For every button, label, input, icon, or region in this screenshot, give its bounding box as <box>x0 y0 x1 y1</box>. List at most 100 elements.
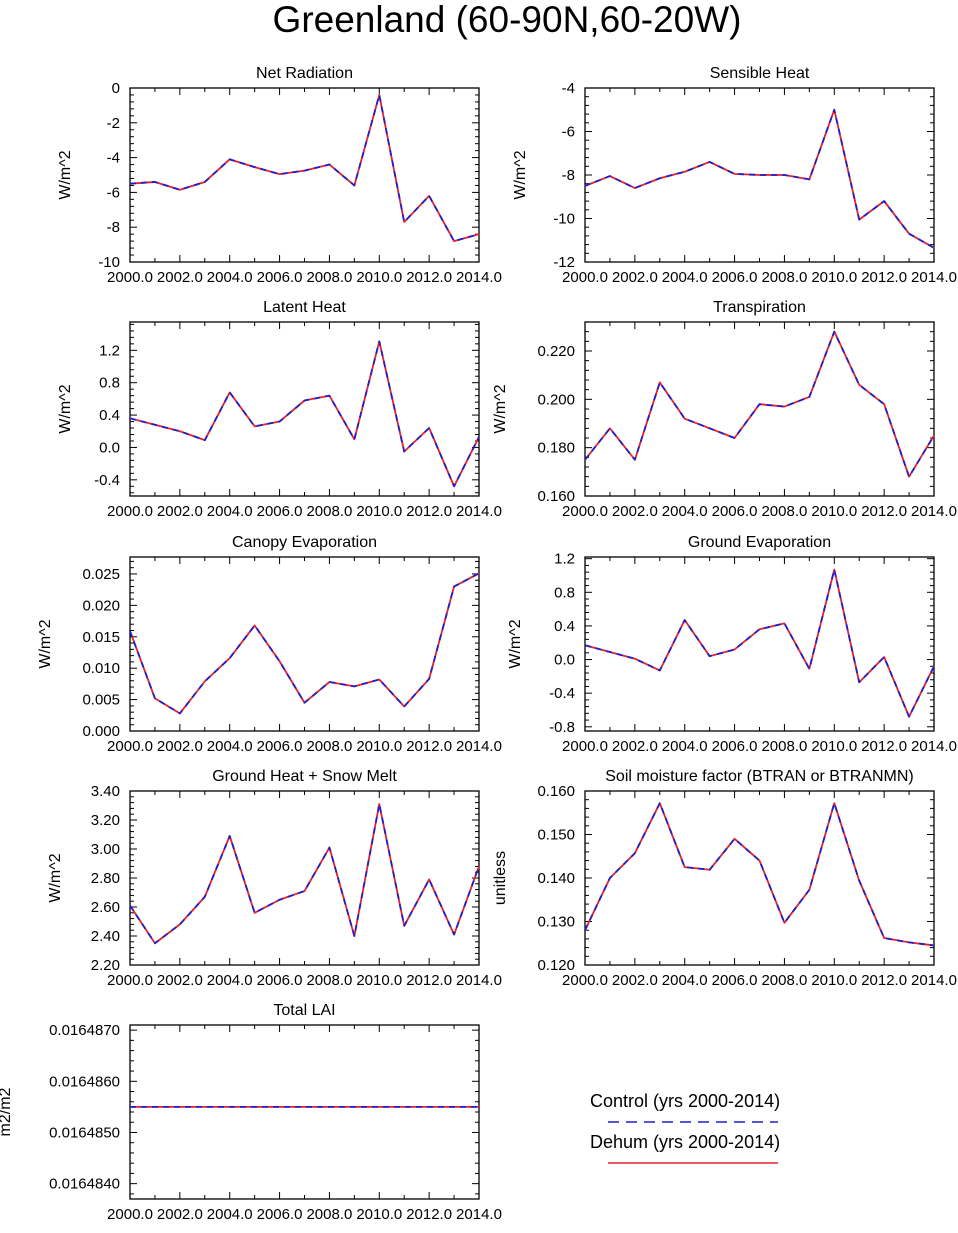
x-tick-label: 2010.0 <box>356 1206 402 1223</box>
y-tick-label: 0.4 <box>99 407 120 424</box>
x-tick-label: 2006.0 <box>712 503 758 520</box>
chart-panel: Ground Evaporation 2000.0 2002.0 2004.0 2006… <box>507 534 957 755</box>
x-tick-label: 2012.0 <box>861 503 907 520</box>
y-tick-label: 0.4 <box>554 618 575 635</box>
x-tick-label: 2004.0 <box>662 738 708 755</box>
y-tick-label: -2 <box>107 115 120 132</box>
chart-panel: Ground Heat + Snow Melt 2000.0 2002.0 2004.… <box>47 768 502 989</box>
x-tick-label: 2006.0 <box>257 738 303 755</box>
x-tick-label: 2006.0 <box>712 972 758 989</box>
y-axis-label: unitless <box>492 851 509 905</box>
x-tick-label: 2010.0 <box>356 503 402 520</box>
y-tick-label: -4 <box>107 150 120 167</box>
x-tick-label: 2000.0 <box>562 738 608 755</box>
x-tick-label: 2000.0 <box>562 503 608 520</box>
x-tick-label: 2006.0 <box>257 269 303 286</box>
x-tick-label: 2000.0 <box>107 1206 153 1223</box>
x-tick-label: 2000.0 <box>107 738 153 755</box>
x-tick-label: 2004.0 <box>207 972 253 989</box>
x-tick-label: 2002.0 <box>612 269 658 286</box>
chart-title: Ground Evaporation <box>688 534 831 551</box>
x-tick-label: 2004.0 <box>662 269 708 286</box>
x-tick-label: 2000.0 <box>107 972 153 989</box>
series-line-control <box>584 108 935 249</box>
chart-panel: Sensible Heat 2000.0 2002.0 2004.0 2006.0 200… <box>512 65 957 286</box>
chart-title: Ground Heat + Snow Melt <box>212 768 397 785</box>
x-tick-label: 2008.0 <box>761 738 807 755</box>
y-tick-label: 3.00 <box>91 841 120 858</box>
chart-panel: Canopy Evaporation 2000.0 2002.0 2004.0 2006… <box>37 534 502 755</box>
x-tick-label: 2014.0 <box>456 1206 502 1223</box>
x-tick-label: 2004.0 <box>207 738 253 755</box>
chart-title: Net Radiation <box>256 65 353 82</box>
y-axis-label: W/m^2 <box>507 619 524 668</box>
x-tick-label: 2004.0 <box>207 269 253 286</box>
x-tick-label: 2010.0 <box>811 503 857 520</box>
series-line-control <box>129 94 480 243</box>
y-tick-label: 3.20 <box>91 812 120 829</box>
y-tick-label: 0.150 <box>537 827 575 844</box>
x-tick-label: 2006.0 <box>712 738 758 755</box>
plot-frame <box>129 87 480 263</box>
y-tick-label: -0.8 <box>549 719 575 736</box>
y-tick-label: 0.200 <box>537 391 575 408</box>
x-tick-label: 2008.0 <box>761 269 807 286</box>
x-tick-label: 2004.0 <box>662 503 708 520</box>
x-tick-label: 2010.0 <box>811 269 857 286</box>
plot-frame <box>129 1024 480 1200</box>
y-tick-label: 0.140 <box>537 870 575 887</box>
x-tick-label: 2012.0 <box>861 269 907 286</box>
y-tick-label: 1.2 <box>99 342 120 359</box>
series-line-dehum <box>129 94 480 243</box>
y-tick-label: 1.2 <box>554 551 575 568</box>
chart-panel: Transpiration 2000.0 2002.0 2004.0 2006.0 200… <box>492 299 957 520</box>
y-tick-label: 0.010 <box>82 660 120 677</box>
x-tick-label: 2012.0 <box>406 1206 452 1223</box>
y-axis-label: W/m^2 <box>37 619 54 668</box>
y-tick-label: -6 <box>562 124 575 141</box>
x-tick-label: 2000.0 <box>107 269 153 286</box>
x-tick-label: 2014.0 <box>911 269 957 286</box>
x-tick-label: 2014.0 <box>456 738 502 755</box>
y-tick-label: 0.0 <box>99 439 120 456</box>
series-line-dehum <box>584 802 935 947</box>
legend-control-label: Control (yrs 2000-2014) <box>590 1091 780 1111</box>
y-tick-label: 0.120 <box>537 957 575 974</box>
x-tick-label: 2010.0 <box>356 972 402 989</box>
x-tick-label: 2008.0 <box>761 503 807 520</box>
y-tick-label: 0.000 <box>82 723 120 740</box>
y-tick-label: 2.20 <box>91 957 120 974</box>
x-tick-label: 2014.0 <box>456 972 502 989</box>
y-tick-label: -10 <box>98 254 120 271</box>
series-line-dehum <box>129 340 480 488</box>
series-line-control <box>129 803 480 945</box>
series-line-dehum <box>129 572 480 715</box>
y-tick-label: -6 <box>107 184 120 201</box>
y-tick-label: 0.005 <box>82 692 120 709</box>
x-tick-label: 2002.0 <box>157 503 203 520</box>
x-tick-label: 2010.0 <box>356 269 402 286</box>
x-tick-label: 2014.0 <box>456 269 502 286</box>
y-tick-label: -10 <box>553 211 575 228</box>
chart-title: Canopy Evaporation <box>232 534 377 551</box>
y-axis-label: W/m^2 <box>57 384 74 433</box>
y-tick-label: -8 <box>107 219 120 236</box>
y-tick-label: -0.4 <box>549 685 575 702</box>
y-tick-label: 0.0164850 <box>49 1124 120 1141</box>
x-tick-label: 2002.0 <box>157 1206 203 1223</box>
x-tick-label: 2000.0 <box>107 503 153 520</box>
y-tick-label: 0.020 <box>82 597 120 614</box>
chart-panel: Net Radiation 2000.0 2002.0 2004.0 2006.0 200… <box>57 65 502 286</box>
legend-dehum-label: Dehum (yrs 2000-2014) <box>590 1132 780 1152</box>
x-tick-label: 2014.0 <box>911 972 957 989</box>
x-tick-label: 2000.0 <box>562 269 608 286</box>
x-tick-label: 2010.0 <box>356 738 402 755</box>
x-tick-label: 2002.0 <box>612 972 658 989</box>
chart-title: Sensible Heat <box>710 65 810 82</box>
y-tick-label: -4 <box>562 80 575 97</box>
x-tick-label: 2014.0 <box>911 503 957 520</box>
x-tick-label: 2008.0 <box>306 972 352 989</box>
x-tick-label: 2002.0 <box>157 738 203 755</box>
